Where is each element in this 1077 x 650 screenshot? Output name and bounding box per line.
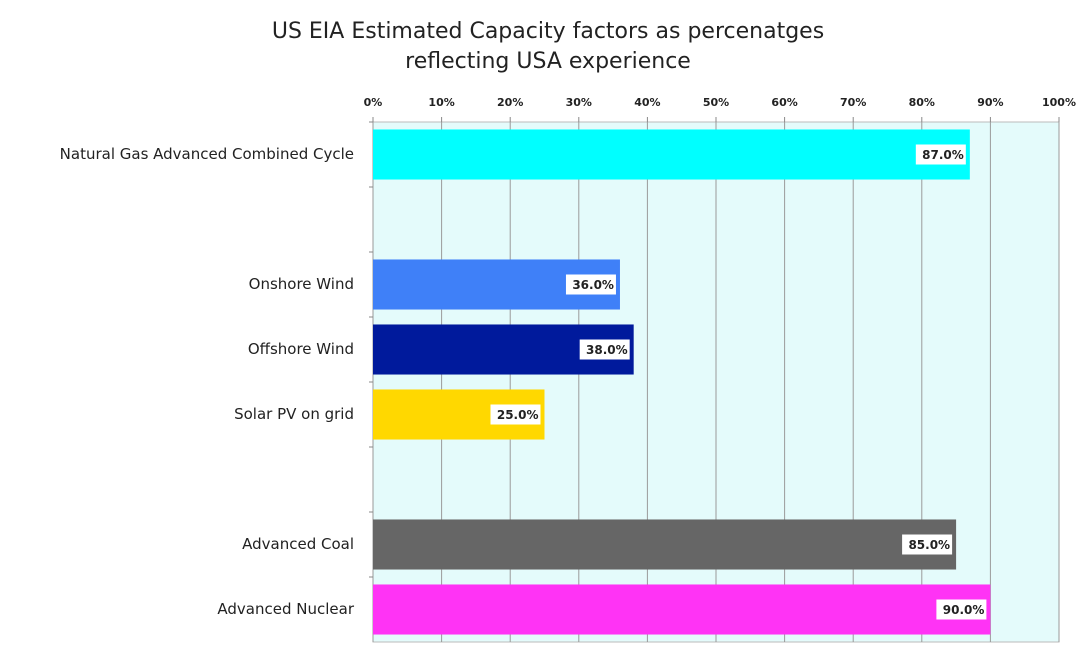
value-label-box: [902, 534, 953, 555]
y-tick-label: Solar PV on grid: [234, 405, 354, 423]
chart-title: US EIA Estimated Capacity factors as per…: [272, 19, 824, 44]
value-label-box: [936, 599, 987, 620]
value-label: 25.0%: [497, 408, 539, 422]
x-tick-label: 10%: [428, 96, 454, 109]
y-tick-label: Onshore Wind: [249, 275, 354, 293]
x-tick-label: 80%: [909, 96, 935, 109]
x-tick-label: 100%: [1042, 96, 1076, 109]
value-label-box: [490, 404, 541, 425]
value-label: 87.0%: [922, 148, 964, 162]
x-tick-label: 90%: [977, 96, 1003, 109]
x-tick-label: 60%: [771, 96, 797, 109]
x-tick-label: 50%: [703, 96, 729, 109]
y-tick-label: Advanced Coal: [242, 535, 354, 553]
x-tick-label: 40%: [634, 96, 660, 109]
x-tick-label: 70%: [840, 96, 866, 109]
bar: [373, 519, 957, 570]
value-label: 36.0%: [572, 278, 614, 292]
value-label-box: [915, 144, 966, 165]
bar: [373, 129, 970, 180]
x-tick-label: 0%: [364, 96, 383, 109]
y-tick-label: Advanced Nuclear: [217, 600, 354, 618]
value-label-box: [579, 339, 630, 360]
value-label: 90.0%: [943, 603, 985, 617]
y-tick-label: Natural Gas Advanced Combined Cycle: [60, 145, 354, 163]
value-label-box: [565, 274, 616, 295]
x-tick-label: 20%: [497, 96, 523, 109]
y-tick-label: Offshore Wind: [248, 340, 354, 358]
x-tick-label: 30%: [566, 96, 592, 109]
value-label: 85.0%: [908, 538, 950, 552]
bar: [373, 584, 991, 635]
chart-title: reflecting USA experience: [405, 49, 691, 74]
value-label: 38.0%: [586, 343, 628, 357]
